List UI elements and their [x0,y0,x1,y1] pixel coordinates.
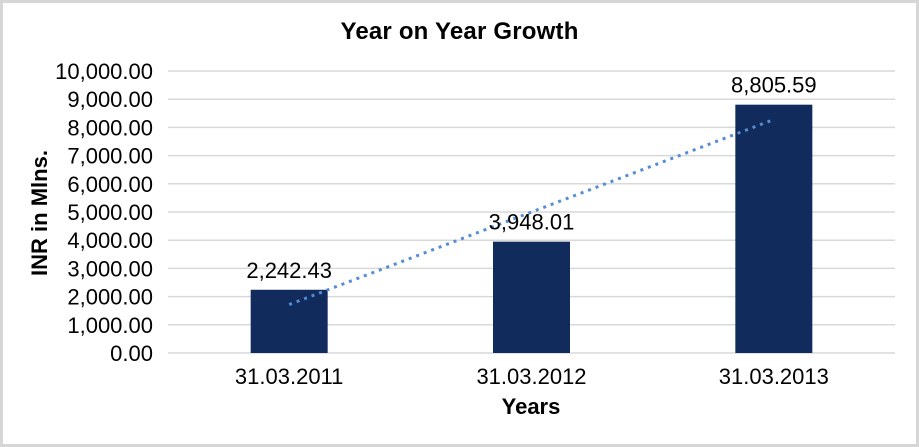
chart-title: Year on Year Growth [340,18,579,45]
bar [493,241,570,353]
x-tick-label: 31.03.2012 [476,364,586,389]
bar-value-label: 8,805.59 [731,73,817,98]
y-tick-label: 3,000.00 [67,256,153,281]
y-tick-label: 0.00 [110,341,153,366]
y-tick-label: 1,000.00 [67,313,153,338]
y-tick-label: 9,000.00 [67,87,153,112]
bar-value-label: 2,242.43 [246,258,332,283]
bar [735,104,813,353]
bar [250,289,328,353]
bar-value-label: 3,948.01 [489,210,575,235]
y-tick-label: 10,000.00 [55,59,153,84]
y-tick-label: 2,000.00 [67,285,153,310]
y-tick-label: 6,000.00 [67,172,153,197]
y-tick-label: 5,000.00 [67,200,153,225]
y-tick-label: 7,000.00 [67,144,153,169]
y-tick-label: 4,000.00 [67,228,153,253]
plot-area: 0.00 1,000.00 2,000.00 3,000.00 4,000.00 5,00… [55,59,895,389]
x-tick-label: 31.03.2013 [719,364,829,389]
x-tick-label: 31.03.2011 [235,364,343,389]
trendline [288,118,775,306]
y-tick-label: 8,000.00 [67,115,153,140]
x-axis-title: Years [501,394,561,419]
